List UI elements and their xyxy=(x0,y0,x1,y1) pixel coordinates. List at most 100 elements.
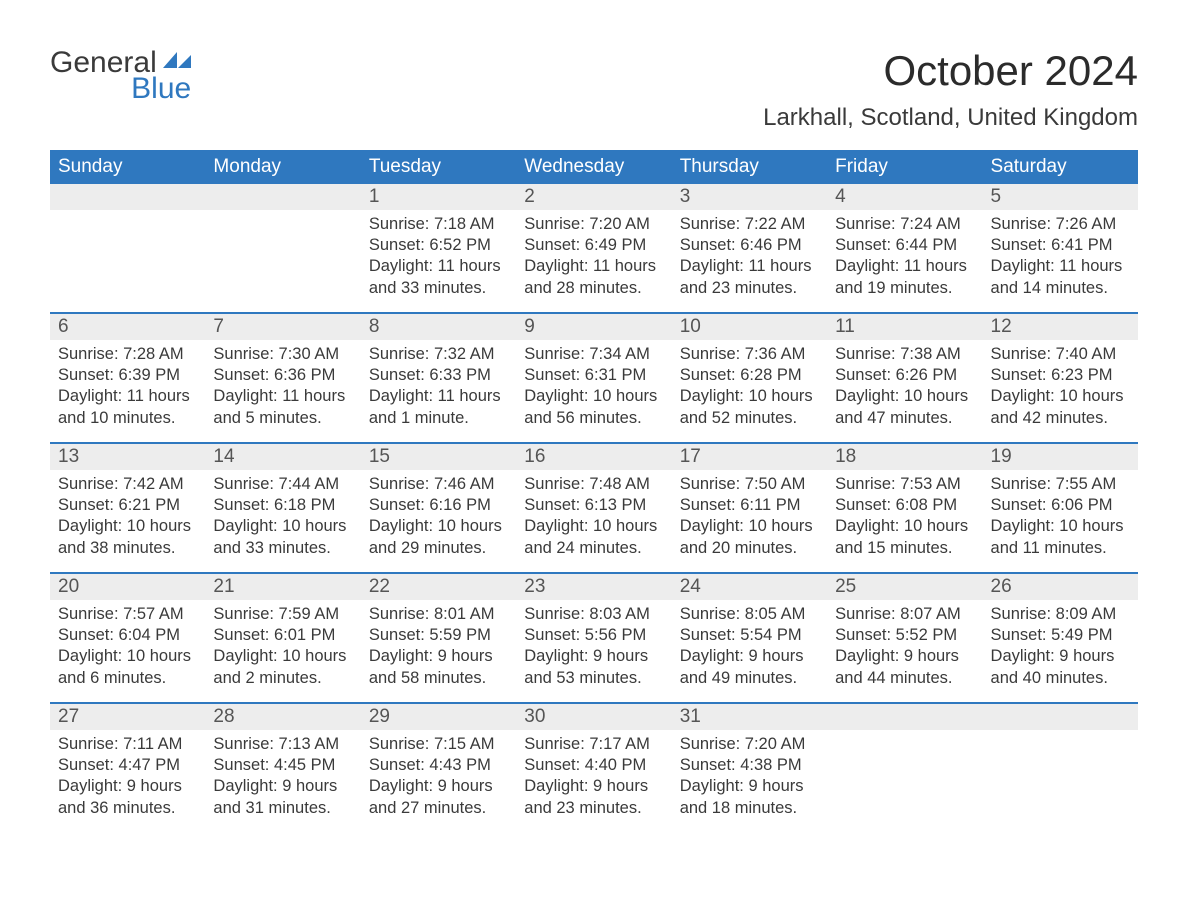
day-day1: Daylight: 11 hours xyxy=(369,386,508,407)
day-day2: and 2 minutes. xyxy=(213,668,352,689)
day-number: 19 xyxy=(983,444,1138,470)
day-sunset: Sunset: 6:13 PM xyxy=(524,495,663,516)
day-number xyxy=(983,704,1138,730)
day-day2: and 11 minutes. xyxy=(991,538,1130,559)
day-cell: 24Sunrise: 8:05 AMSunset: 5:54 PMDayligh… xyxy=(672,574,827,702)
day-body xyxy=(205,210,360,220)
day-number: 31 xyxy=(672,704,827,730)
day-sunrise: Sunrise: 7:34 AM xyxy=(524,344,663,365)
week-row: 6Sunrise: 7:28 AMSunset: 6:39 PMDaylight… xyxy=(50,312,1138,442)
week-row: 20Sunrise: 7:57 AMSunset: 6:04 PMDayligh… xyxy=(50,572,1138,702)
day-body: Sunrise: 7:50 AMSunset: 6:11 PMDaylight:… xyxy=(672,470,827,564)
day-day2: and 42 minutes. xyxy=(991,408,1130,429)
day-day1: Daylight: 11 hours xyxy=(58,386,197,407)
day-sunrise: Sunrise: 8:03 AM xyxy=(524,604,663,625)
day-day2: and 49 minutes. xyxy=(680,668,819,689)
day-day1: Daylight: 9 hours xyxy=(835,646,974,667)
weekday-header-row: SundayMondayTuesdayWednesdayThursdayFrid… xyxy=(50,150,1138,184)
day-cell: 25Sunrise: 8:07 AMSunset: 5:52 PMDayligh… xyxy=(827,574,982,702)
day-day1: Daylight: 9 hours xyxy=(680,776,819,797)
day-number: 11 xyxy=(827,314,982,340)
day-day1: Daylight: 9 hours xyxy=(524,646,663,667)
day-day1: Daylight: 9 hours xyxy=(369,646,508,667)
day-sunset: Sunset: 6:49 PM xyxy=(524,235,663,256)
day-day2: and 29 minutes. xyxy=(369,538,508,559)
day-cell: 4Sunrise: 7:24 AMSunset: 6:44 PMDaylight… xyxy=(827,184,982,312)
day-body: Sunrise: 7:36 AMSunset: 6:28 PMDaylight:… xyxy=(672,340,827,434)
day-sunset: Sunset: 4:38 PM xyxy=(680,755,819,776)
day-cell: 17Sunrise: 7:50 AMSunset: 6:11 PMDayligh… xyxy=(672,444,827,572)
day-body: Sunrise: 7:20 AMSunset: 6:49 PMDaylight:… xyxy=(516,210,671,304)
day-body: Sunrise: 8:03 AMSunset: 5:56 PMDaylight:… xyxy=(516,600,671,694)
day-number: 17 xyxy=(672,444,827,470)
day-number: 18 xyxy=(827,444,982,470)
day-sunset: Sunset: 6:28 PM xyxy=(680,365,819,386)
day-sunrise: Sunrise: 7:36 AM xyxy=(680,344,819,365)
day-sunrise: Sunrise: 7:42 AM xyxy=(58,474,197,495)
day-sunset: Sunset: 5:54 PM xyxy=(680,625,819,646)
day-sunrise: Sunrise: 7:28 AM xyxy=(58,344,197,365)
day-sunrise: Sunrise: 7:17 AM xyxy=(524,734,663,755)
day-number: 20 xyxy=(50,574,205,600)
day-cell xyxy=(50,184,205,312)
day-body: Sunrise: 7:40 AMSunset: 6:23 PMDaylight:… xyxy=(983,340,1138,434)
day-day2: and 36 minutes. xyxy=(58,798,197,819)
week-row: 27Sunrise: 7:11 AMSunset: 4:47 PMDayligh… xyxy=(50,702,1138,832)
day-sunrise: Sunrise: 7:32 AM xyxy=(369,344,508,365)
day-day2: and 23 minutes. xyxy=(680,278,819,299)
day-cell: 29Sunrise: 7:15 AMSunset: 4:43 PMDayligh… xyxy=(361,704,516,832)
day-cell: 8Sunrise: 7:32 AMSunset: 6:33 PMDaylight… xyxy=(361,314,516,442)
day-sunrise: Sunrise: 8:05 AM xyxy=(680,604,819,625)
day-sunset: Sunset: 6:06 PM xyxy=(991,495,1130,516)
day-cell: 10Sunrise: 7:36 AMSunset: 6:28 PMDayligh… xyxy=(672,314,827,442)
weekday-header: Tuesday xyxy=(361,150,516,184)
day-day2: and 53 minutes. xyxy=(524,668,663,689)
day-cell: 28Sunrise: 7:13 AMSunset: 4:45 PMDayligh… xyxy=(205,704,360,832)
day-body: Sunrise: 7:32 AMSunset: 6:33 PMDaylight:… xyxy=(361,340,516,434)
day-day2: and 27 minutes. xyxy=(369,798,508,819)
day-sunrise: Sunrise: 7:38 AM xyxy=(835,344,974,365)
day-body: Sunrise: 7:20 AMSunset: 4:38 PMDaylight:… xyxy=(672,730,827,824)
day-sunset: Sunset: 6:36 PM xyxy=(213,365,352,386)
day-cell xyxy=(205,184,360,312)
day-day1: Daylight: 9 hours xyxy=(524,776,663,797)
day-sunset: Sunset: 4:43 PM xyxy=(369,755,508,776)
day-body: Sunrise: 8:01 AMSunset: 5:59 PMDaylight:… xyxy=(361,600,516,694)
day-sunset: Sunset: 6:16 PM xyxy=(369,495,508,516)
day-sunrise: Sunrise: 7:24 AM xyxy=(835,214,974,235)
day-cell: 19Sunrise: 7:55 AMSunset: 6:06 PMDayligh… xyxy=(983,444,1138,572)
day-sunset: Sunset: 4:45 PM xyxy=(213,755,352,776)
day-sunset: Sunset: 5:52 PM xyxy=(835,625,974,646)
day-day2: and 44 minutes. xyxy=(835,668,974,689)
day-body: Sunrise: 7:34 AMSunset: 6:31 PMDaylight:… xyxy=(516,340,671,434)
day-sunrise: Sunrise: 8:01 AM xyxy=(369,604,508,625)
day-sunset: Sunset: 6:23 PM xyxy=(991,365,1130,386)
day-day1: Daylight: 11 hours xyxy=(680,256,819,277)
day-cell: 9Sunrise: 7:34 AMSunset: 6:31 PMDaylight… xyxy=(516,314,671,442)
day-sunset: Sunset: 6:52 PM xyxy=(369,235,508,256)
day-sunset: Sunset: 5:49 PM xyxy=(991,625,1130,646)
day-day1: Daylight: 9 hours xyxy=(369,776,508,797)
day-sunrise: Sunrise: 7:55 AM xyxy=(991,474,1130,495)
day-cell: 30Sunrise: 7:17 AMSunset: 4:40 PMDayligh… xyxy=(516,704,671,832)
day-day2: and 10 minutes. xyxy=(58,408,197,429)
day-day1: Daylight: 10 hours xyxy=(524,516,663,537)
day-day2: and 5 minutes. xyxy=(213,408,352,429)
day-number: 27 xyxy=(50,704,205,730)
day-body: Sunrise: 8:07 AMSunset: 5:52 PMDaylight:… xyxy=(827,600,982,694)
day-number: 29 xyxy=(361,704,516,730)
day-day2: and 6 minutes. xyxy=(58,668,197,689)
day-sunset: Sunset: 4:47 PM xyxy=(58,755,197,776)
day-number: 8 xyxy=(361,314,516,340)
day-sunrise: Sunrise: 7:26 AM xyxy=(991,214,1130,235)
day-day2: and 33 minutes. xyxy=(369,278,508,299)
day-cell: 16Sunrise: 7:48 AMSunset: 6:13 PMDayligh… xyxy=(516,444,671,572)
month-title: October 2024 xyxy=(763,48,1138,94)
week-row: 1Sunrise: 7:18 AMSunset: 6:52 PMDaylight… xyxy=(50,184,1138,312)
day-cell: 23Sunrise: 8:03 AMSunset: 5:56 PMDayligh… xyxy=(516,574,671,702)
day-sunrise: Sunrise: 7:20 AM xyxy=(524,214,663,235)
title-block: October 2024 Larkhall, Scotland, United … xyxy=(763,48,1138,132)
day-sunset: Sunset: 6:41 PM xyxy=(991,235,1130,256)
weekday-header: Monday xyxy=(205,150,360,184)
day-body xyxy=(827,730,982,740)
